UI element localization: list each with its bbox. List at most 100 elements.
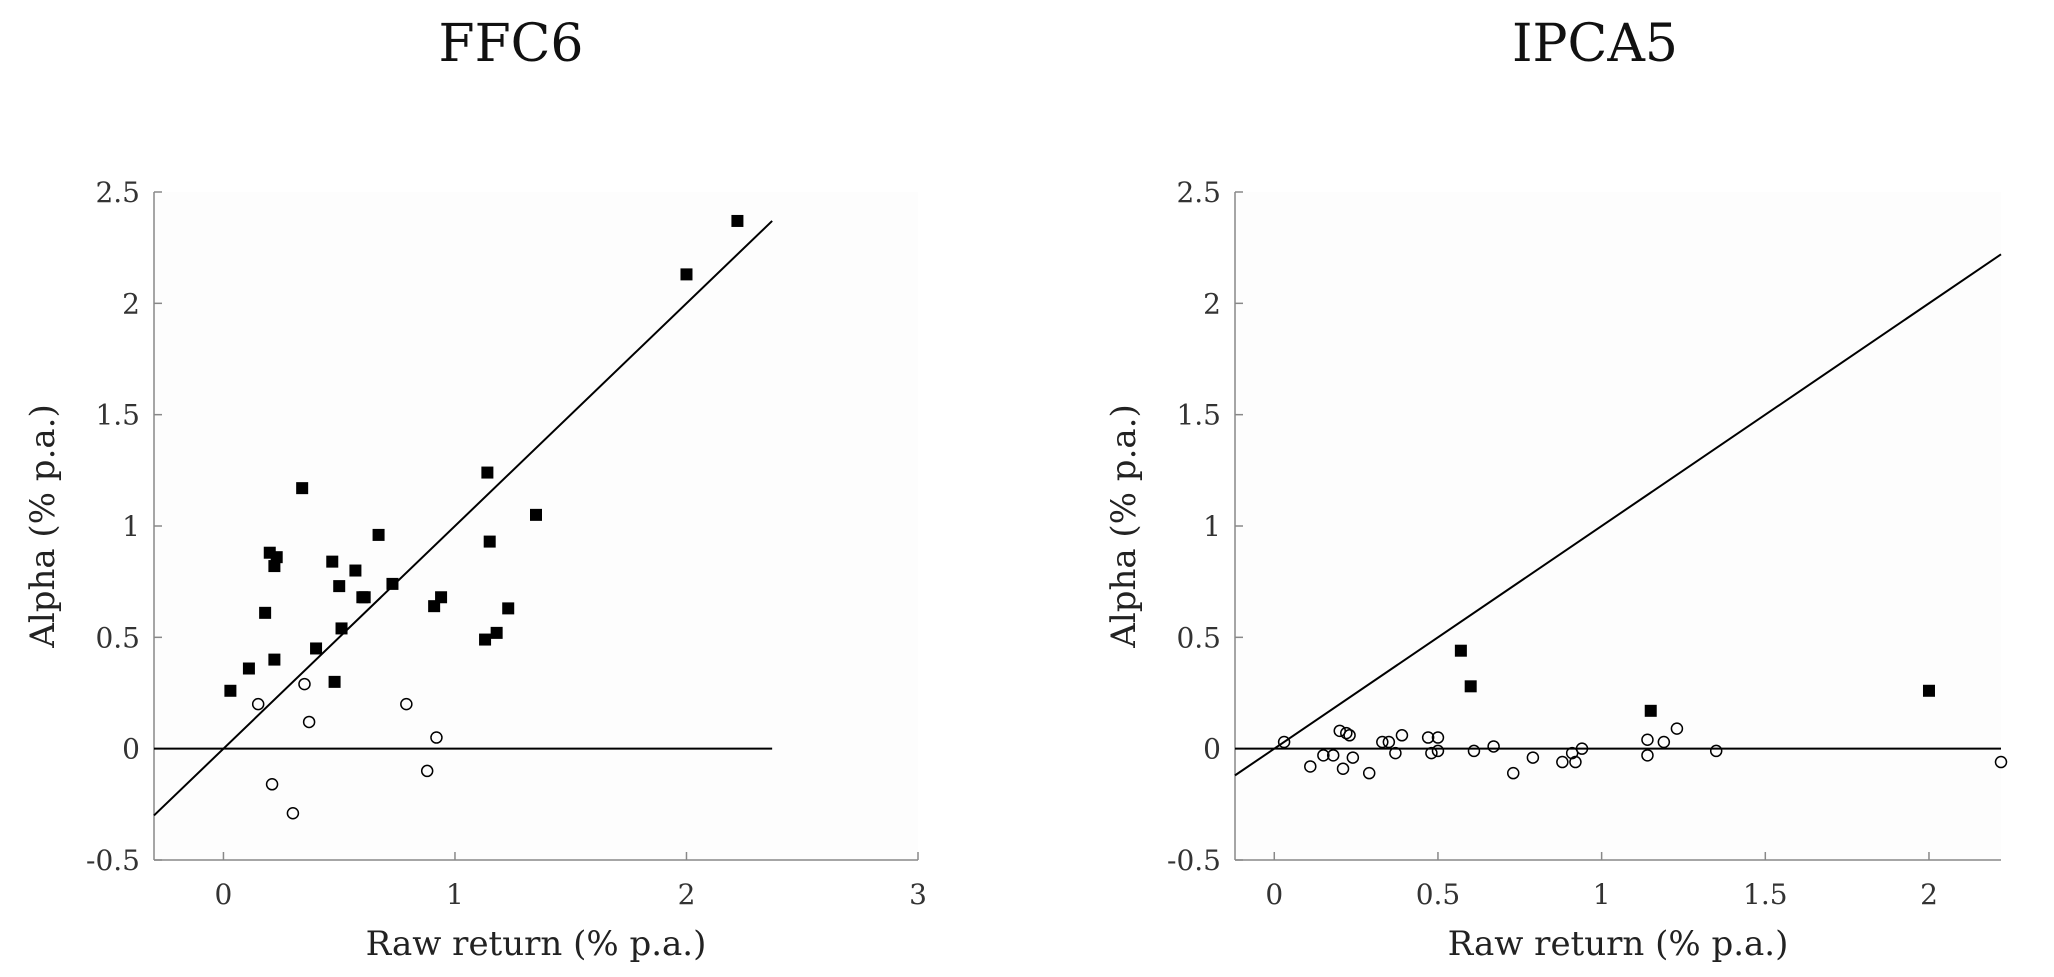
- panel-1-significant-point: [224, 684, 237, 697]
- panel-1-significant-point: [333, 580, 346, 593]
- panel-2-insignificant-point: [1382, 735, 1396, 749]
- panel-2-x-axis-label: Raw return (% p.a.): [1448, 924, 1789, 964]
- panel-1-insignificant-point: [251, 697, 265, 711]
- panel-1-x-tick-label: 2: [678, 878, 696, 911]
- panel-2-insignificant-point: [1395, 729, 1409, 742]
- panel-1-significant-point: [268, 653, 281, 666]
- panel-2-insignificant-point: [1526, 751, 1540, 764]
- panel-1-significant-point: [386, 577, 399, 590]
- panel-2-insignificant-point: [1346, 751, 1360, 764]
- panel-1-plot-area: [154, 192, 918, 860]
- panel-1-y-tick-label: 1.5: [95, 399, 140, 432]
- panel-2-insignificant-point: [1670, 722, 1684, 735]
- panel-2-x-tick-label: 1: [1593, 878, 1611, 911]
- panel-2-y-tick-label: 0: [1203, 733, 1221, 766]
- panel-1-significant-point: [479, 633, 492, 646]
- chart-title-ipca5: IPCA5: [1512, 14, 1678, 74]
- panel-2-insignificant-point: [1376, 735, 1389, 749]
- panel-2-significant-point: [1644, 704, 1657, 717]
- panel-1-significant-point: [242, 662, 255, 675]
- panel-1-significant-point: [259, 606, 272, 619]
- panel-1-significant-point: [481, 466, 494, 479]
- panel-2-y-tick-label: 0.5: [1176, 621, 1221, 654]
- panel-1-significant-point: [328, 675, 341, 688]
- panel-1-x-tick-label: 1: [446, 878, 464, 911]
- panel-2-y-tick-label: 2: [1203, 287, 1221, 320]
- panel-2-insignificant-point: [1657, 735, 1671, 749]
- panel-2-insignificant-point: [1425, 746, 1438, 760]
- panel-1-y-tick-label: 1: [122, 510, 140, 543]
- panel-2-x-tick-label: 0.5: [1416, 878, 1461, 911]
- panel-2-significant-point: [1454, 644, 1467, 657]
- panel-2-insignificant-point: [1362, 766, 1376, 780]
- panel-2-plot-area: [1235, 192, 2001, 860]
- panel-1-significant-point: [349, 564, 362, 577]
- panel-2-significant-point: [1922, 684, 1935, 697]
- panel-1-significant-point: [335, 622, 348, 635]
- panel-2-diagonal-line: [1234, 253, 2002, 777]
- panel-2-insignificant-point: [1304, 760, 1317, 773]
- panel-1-insignificant-point: [430, 731, 443, 744]
- panel-2-insignificant-point: [1340, 726, 1353, 740]
- panel-1-y-tick-label: 0: [122, 733, 140, 766]
- panel-2-y-axis-label: Alpha (% p.a.): [1104, 404, 1144, 648]
- panel-1-significant-point: [483, 535, 496, 548]
- panel-1-significant-point: [310, 642, 323, 655]
- panel-1-significant-point: [502, 602, 515, 615]
- panel-2-insignificant-point: [1641, 733, 1654, 747]
- panel-1-insignificant-point: [265, 778, 279, 791]
- panel-1-y-tick-label: 2: [122, 287, 140, 320]
- panel-1-y-tick-label: -0.5: [86, 844, 140, 877]
- panel-2-insignificant-point: [1431, 744, 1445, 758]
- panel-2-insignificant-point: [1506, 766, 1520, 780]
- panel-1-insignificant-point: [298, 677, 311, 691]
- panel-2-insignificant-point: [1467, 744, 1481, 758]
- panel-2-insignificant-point: [1336, 762, 1350, 775]
- panel-1-significant-point: [326, 555, 339, 568]
- panel-1-significant-point: [530, 508, 542, 521]
- panel-1-significant-point: [296, 482, 309, 495]
- panel-1-insignificant-point: [420, 764, 434, 778]
- panel-2-insignificant-point: [1994, 755, 2008, 769]
- panel-1-x-tick-label: 3: [909, 878, 927, 911]
- panel-2-x-tick-label: 0: [1265, 878, 1283, 911]
- panel-1-x-tick-label: 0: [215, 878, 233, 911]
- panel-2-insignificant-point: [1431, 731, 1445, 744]
- panel-1-significant-point: [731, 214, 744, 227]
- panel-2-y-tick-label: -0.5: [1167, 844, 1221, 877]
- panel-2-insignificant-point: [1421, 731, 1435, 744]
- panel-2-insignificant-point: [1343, 729, 1356, 742]
- panel-2-significant-point: [1464, 680, 1477, 693]
- panel-1-significant-point: [435, 591, 448, 604]
- panel-2-insignificant-point: [1641, 749, 1654, 762]
- panel-1-insignificant-point: [400, 697, 413, 711]
- panel-2-insignificant-point: [1556, 755, 1569, 769]
- panel-2-insignificant-point: [1326, 749, 1340, 762]
- chart-title-ffc6: FFC6: [438, 14, 584, 74]
- panel-1-y-axis-label: Alpha (% p.a.): [23, 404, 63, 648]
- panel-2-insignificant-point: [1277, 735, 1291, 749]
- panel-2-insignificant-point: [1317, 749, 1330, 762]
- panel-2-insignificant-point: [1487, 740, 1500, 753]
- panel-1-insignificant-point: [286, 806, 300, 820]
- panel-1-diagonal-line: [153, 220, 773, 817]
- panel-1-y-tick-label: 2.5: [95, 176, 140, 209]
- panel-2-x-tick-label: 2: [1920, 878, 1938, 911]
- panel-2-insignificant-point: [1709, 744, 1723, 758]
- panel-1-insignificant-point: [302, 715, 316, 729]
- panel-2-y-tick-label: 1: [1203, 510, 1221, 543]
- panel-2-x-tick-label: 1.5: [1743, 878, 1788, 911]
- panel-1-significant-point: [372, 528, 385, 541]
- panel-2-insignificant-point: [1389, 746, 1402, 760]
- panel-1-significant-point: [490, 626, 503, 639]
- panel-1-significant-point: [358, 591, 371, 604]
- panel-2-y-tick-label: 2.5: [1176, 176, 1221, 209]
- panel-2-insignificant-point: [1575, 742, 1589, 755]
- panel-1-x-axis-label: Raw return (% p.a.): [366, 924, 707, 964]
- panel-1-significant-point: [680, 268, 693, 281]
- panel-1-y-tick-label: 0.5: [95, 621, 140, 654]
- panel-1-significant-point: [270, 551, 283, 564]
- panel-2-y-tick-label: 1.5: [1176, 399, 1221, 432]
